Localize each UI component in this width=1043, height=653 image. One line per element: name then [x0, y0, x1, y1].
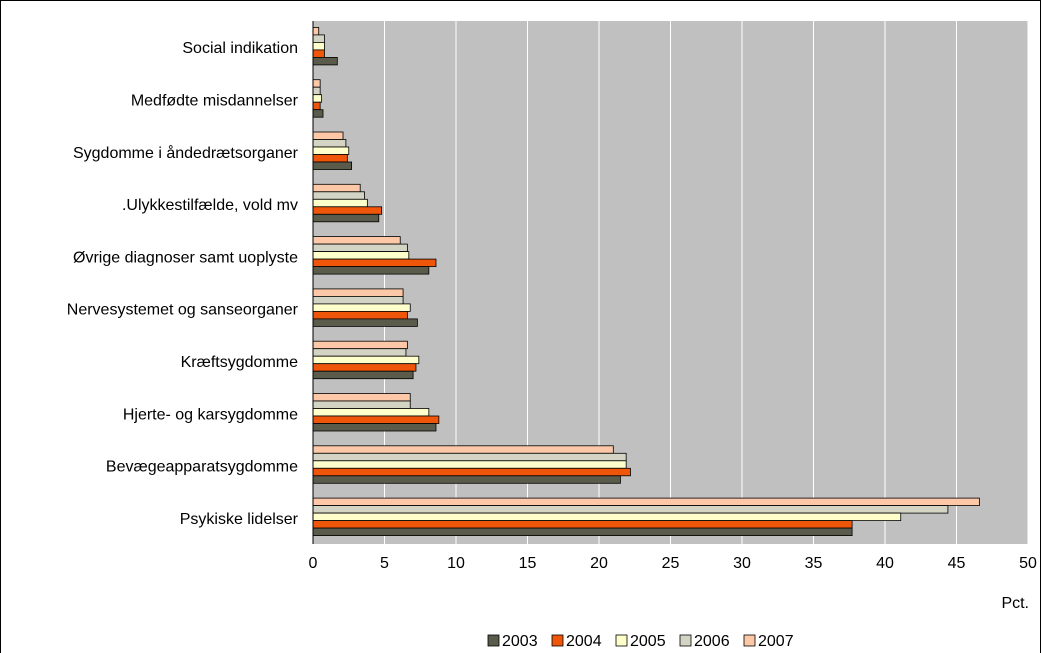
legend-swatch-2007: [743, 634, 756, 647]
bar-nervesystemet-og-sanseorganer-2005: [312, 303, 411, 312]
bar-kraeftsygdomme-2004: [312, 363, 417, 372]
bar-hjerte-og-karsygdomme-2005: [312, 408, 430, 417]
legend-label-2007: 2007: [758, 633, 794, 650]
bar-psykiske-lidelser-2005: [312, 512, 902, 521]
x-tick-label-15: 15: [519, 555, 537, 572]
bar-sygdomme-i-andedraetsorganer-2003: [312, 161, 353, 170]
bar-kraeftsygdomme-2007: [312, 340, 408, 350]
bar-psykiske-lidelser-2007: [312, 497, 980, 507]
bar-hjerte-og-karsygdomme-2007: [312, 393, 411, 402]
bar-bevaegeapparatsygdomme-2005: [312, 460, 627, 469]
x-tick-label-20: 20: [590, 555, 608, 572]
bar-medfodte-misdannelser-2003: [312, 109, 324, 118]
category-label-medfodte-misdannelser: Medfødte misdannelser: [131, 92, 299, 109]
bar-ovrige-diagnoser-samt-uoplyste-2006: [312, 243, 408, 253]
bar-medfodte-misdannelser-2004: [312, 101, 321, 111]
category-label-ulykkestilfaelde-vold-mv: .Ulykkestilfælde, vold mv: [122, 197, 298, 214]
bar-hjerte-og-karsygdomme-2004: [312, 415, 440, 424]
x-tick-label-0: 0: [309, 555, 318, 572]
bar-ulykkestilfaelde-vold-mv-2006: [312, 191, 365, 200]
bar-kraeftsygdomme-2005: [312, 355, 420, 365]
bar-bevaegeapparatsygdomme-2007: [312, 445, 614, 454]
x-axis-unit-label: Pct.: [1001, 595, 1029, 612]
bar-ovrige-diagnoser-samt-uoplyste-2005: [312, 251, 410, 260]
category-label-nervesystemet-og-sanseorganer: Nervesystemet og sanseorganer: [67, 302, 299, 319]
x-tick-label-30: 30: [733, 555, 751, 572]
legend-label-2006: 2006: [694, 633, 730, 650]
bar-ulykkestilfaelde-vold-mv-2004: [312, 206, 383, 215]
x-tick-label-25: 25: [662, 555, 680, 572]
legend-swatch-2003: [487, 634, 500, 647]
bar-sygdomme-i-andedraetsorganer-2004: [312, 154, 348, 163]
bar-nervesystemet-og-sanseorganer-2007: [312, 288, 404, 297]
bar-ulykkestilfaelde-vold-mv-2007: [312, 183, 361, 193]
bar-psykiske-lidelser-2006: [312, 505, 949, 514]
x-tick-label-5: 5: [380, 555, 389, 572]
category-label-kraeftsygdomme: Kræftsygdomme: [181, 354, 298, 371]
bar-hjerte-og-karsygdomme-2003: [312, 423, 437, 432]
legend-swatch-2006: [679, 634, 692, 647]
bar-psykiske-lidelser-2003: [312, 527, 853, 536]
bar-bevaegeapparatsygdomme-2003: [312, 475, 621, 484]
x-tick-label-40: 40: [876, 555, 894, 572]
x-tick-labels: 0 5 10 15 20 25 30 35 40 45 50: [309, 555, 1037, 572]
bar-nervesystemet-og-sanseorganer-2003: [312, 318, 418, 327]
bar-sygdomme-i-andedraetsorganer-2005: [312, 146, 350, 155]
x-tick-label-50: 50: [1019, 555, 1037, 572]
bar-medfodte-misdannelser-2005: [312, 94, 322, 103]
category-label-bevaegeapparatsygdomme: Bevægeapparatsygdomme: [106, 459, 298, 476]
x-tick-label-10: 10: [447, 555, 465, 572]
bar-social-indikation-2006: [312, 34, 325, 43]
category-labels: Social indikation Medfødte misdannelser Sy…: [67, 40, 299, 528]
bar-medfodte-misdannelser-2006: [312, 86, 321, 96]
legend-label-2005: 2005: [630, 633, 666, 650]
bar-ovrige-diagnoser-samt-uoplyste-2007: [312, 236, 401, 245]
bar-social-indikation-2003: [312, 57, 338, 66]
bar-sygdomme-i-andedraetsorganer-2007: [312, 131, 344, 140]
x-tick-label-35: 35: [805, 555, 823, 572]
bar-kraeftsygdomme-2003: [312, 370, 414, 380]
bar-nervesystemet-og-sanseorganer-2006: [312, 295, 404, 305]
category-label-hjerte-og-karsygdomme: Hjerte- og karsygdomme: [123, 406, 298, 423]
legend-label-2004: 2004: [566, 633, 602, 650]
bar-medfodte-misdannelser-2007: [312, 79, 321, 88]
legend: 2003 2004 2005 2006 2007: [487, 633, 794, 650]
bar-ulykkestilfaelde-vold-mv-2003: [312, 213, 380, 223]
bar-hjerte-og-karsygdomme-2006: [312, 400, 411, 409]
bar-social-indikation-2007: [312, 26, 320, 36]
bar-sygdomme-i-andedraetsorganer-2006: [312, 139, 347, 148]
bar-social-indikation-2005: [312, 42, 325, 51]
bar-ovrige-diagnoser-samt-uoplyste-2003: [312, 266, 430, 275]
bar-nervesystemet-og-sanseorganer-2004: [312, 310, 408, 320]
bars: [312, 26, 980, 536]
bar-bevaegeapparatsygdomme-2006: [312, 452, 627, 462]
category-label-ovrige-diagnoser-samt-uoplyste: Øvrige diagnoser samt uoplyste: [73, 249, 298, 266]
legend-label-2003: 2003: [502, 633, 538, 650]
legend-swatch-2004: [551, 634, 564, 647]
x-tick-label-45: 45: [948, 555, 966, 572]
bar-social-indikation-2004: [312, 49, 325, 58]
bar-kraeftsygdomme-2006: [312, 348, 407, 357]
bar-ovrige-diagnoser-samt-uoplyste-2004: [312, 258, 437, 268]
bar-bevaegeapparatsygdomme-2004: [312, 467, 631, 477]
category-label-social-indikation: Social indikation: [182, 40, 298, 57]
category-label-sygdomme-i-andedraetsorganer: Sygdomme i åndedrætsorganer: [73, 144, 299, 162]
category-label-psykiske-lidelser: Psykiske lidelser: [180, 511, 299, 528]
bar-ulykkestilfaelde-vold-mv-2005: [312, 198, 368, 208]
bar-psykiske-lidelser-2004: [312, 520, 853, 529]
legend-swatch-2005: [615, 634, 628, 647]
